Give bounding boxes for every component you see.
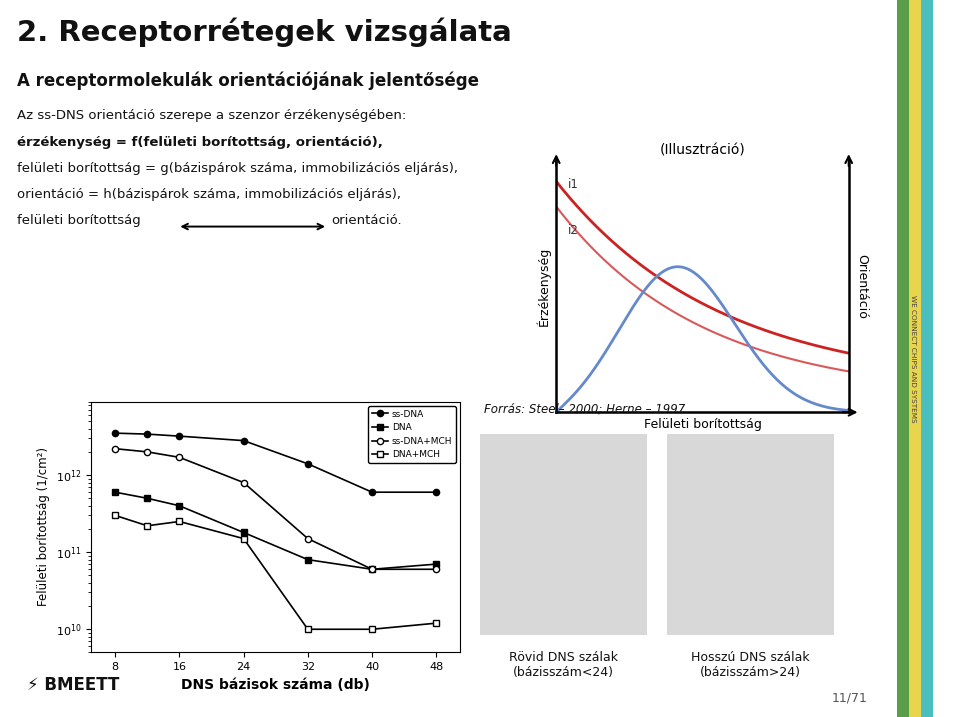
ss-DNA [366,488,378,496]
Text: 11/71: 11/71 [832,691,868,704]
Text: Rövid DNS szálak
(bázisszám<24): Rövid DNS szálak (bázisszám<24) [509,651,618,679]
X-axis label: DNS bázisok száma (db): DNS bázisok száma (db) [181,678,370,692]
Text: i2: i2 [568,224,579,237]
Text: Forrás: Steel– 2000; Herne – 1997: Forrás: Steel– 2000; Herne – 1997 [484,403,686,416]
DNA [431,560,442,569]
Title: (Illusztráció): (Illusztráció) [660,143,745,157]
ss-DNA [109,429,121,437]
Text: orientáció = h(bázispárok száma, immobilizációs eljárás),: orientáció = h(bázispárok száma, immobil… [17,188,401,201]
ss-DNA [238,437,249,445]
X-axis label: Felületi borítottság: Felületi borítottság [643,418,761,431]
DNA+MCH [142,521,153,530]
Legend: ss-DNA, DNA, ss-DNA+MCH, DNA+MCH: ss-DNA, DNA, ss-DNA+MCH, DNA+MCH [368,406,456,462]
DNA+MCH [302,625,314,634]
ss-DNA+MCH [302,534,314,543]
ss-DNA+MCH [109,445,121,453]
DNA [174,501,185,510]
DNA [109,488,121,496]
DNA+MCH [109,511,121,520]
ss-DNA+MCH [431,565,442,574]
Text: orientáció.: orientáció. [331,214,402,227]
Y-axis label: Érzékenység: Érzékenység [536,247,550,326]
Text: ⚡ BMEETT: ⚡ BMEETT [27,676,119,694]
ss-DNA+MCH [238,478,249,487]
ss-DNA [431,488,442,496]
ss-DNA+MCH [366,565,378,574]
ss-DNA [142,429,153,438]
DNA [302,556,314,564]
DNA [238,528,249,537]
Text: felületi borítottság: felületi borítottság [17,214,141,227]
Text: Hosszú DNS szálak
(bázisszám>24): Hosszú DNS szálak (bázisszám>24) [690,651,809,679]
DNA+MCH [238,534,249,543]
Y-axis label: Felületi borítottság (1/cm²): Felületi borítottság (1/cm²) [37,447,50,607]
Line: DNA: DNA [112,489,439,572]
Line: DNA+MCH: DNA+MCH [112,512,439,632]
Line: ss-DNA: ss-DNA [112,430,439,495]
DNA+MCH [174,517,185,526]
ss-DNA+MCH [174,453,185,462]
Text: érzékenység = f(felületi borítottság, orientáció),: érzékenység = f(felületi borítottság, or… [17,136,384,149]
ss-DNA [302,460,314,468]
Text: 2. Receptorrétegek vizsgálata: 2. Receptorrétegek vizsgálata [17,18,512,47]
DNA+MCH [366,625,378,634]
Text: WE CONNECT CHIPS AND SYSTEMS: WE CONNECT CHIPS AND SYSTEMS [910,295,916,422]
ss-DNA [174,432,185,440]
DNA [142,494,153,503]
Y-axis label: Orientáció: Orientáció [855,255,868,319]
ss-DNA+MCH [142,447,153,456]
DNA [366,565,378,574]
Text: felületi borítottság = g(bázispárok száma, immobilizációs eljárás),: felületi borítottság = g(bázispárok szám… [17,162,458,175]
Text: Az ss-DNS orientáció szerepe a szenzor érzékenységében:: Az ss-DNS orientáció szerepe a szenzor é… [17,109,407,122]
Text: A receptormolekulák orientációjának jelentősége: A receptormolekulák orientációjának jele… [17,72,480,90]
DNA+MCH [431,619,442,627]
Line: ss-DNA+MCH: ss-DNA+MCH [112,445,439,572]
Text: i1: i1 [568,179,579,191]
